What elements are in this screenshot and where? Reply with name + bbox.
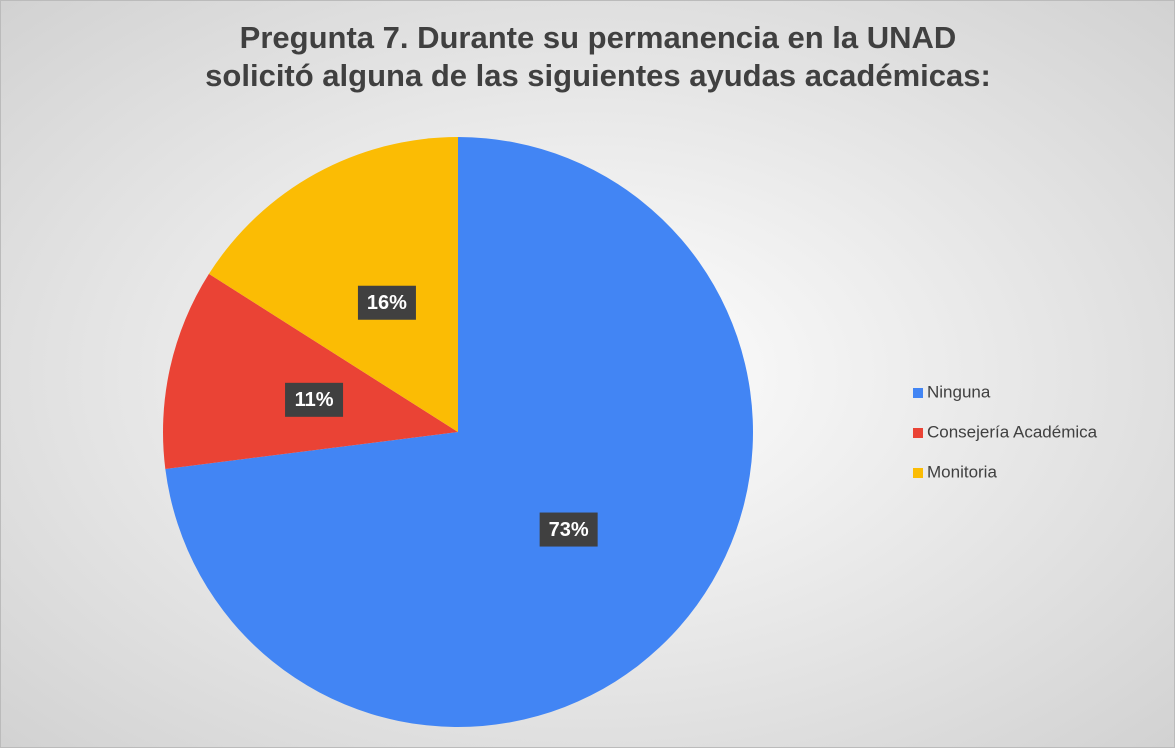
legend-label: Monitoria — [927, 462, 997, 481]
legend-label: Ninguna — [927, 382, 991, 401]
data-label: 11% — [295, 389, 334, 411]
legend-swatch — [913, 388, 923, 398]
legend-swatch — [913, 468, 923, 478]
data-label-box — [357, 285, 416, 320]
legend-swatch — [913, 428, 923, 438]
legend-label: Consejería Académica — [927, 422, 1098, 441]
data-label: 16% — [367, 292, 407, 314]
pie-slice — [163, 273, 458, 469]
pie-slice — [208, 137, 458, 432]
chart-title: Pregunta 7. Durante su permanencia en la… — [240, 20, 957, 55]
chart-title: solicitó alguna de las siguientes ayudas… — [205, 58, 991, 93]
pie-slice — [165, 137, 754, 728]
data-label-box — [285, 382, 344, 417]
data-label-box — [539, 512, 598, 547]
data-label: 73% — [549, 519, 589, 541]
